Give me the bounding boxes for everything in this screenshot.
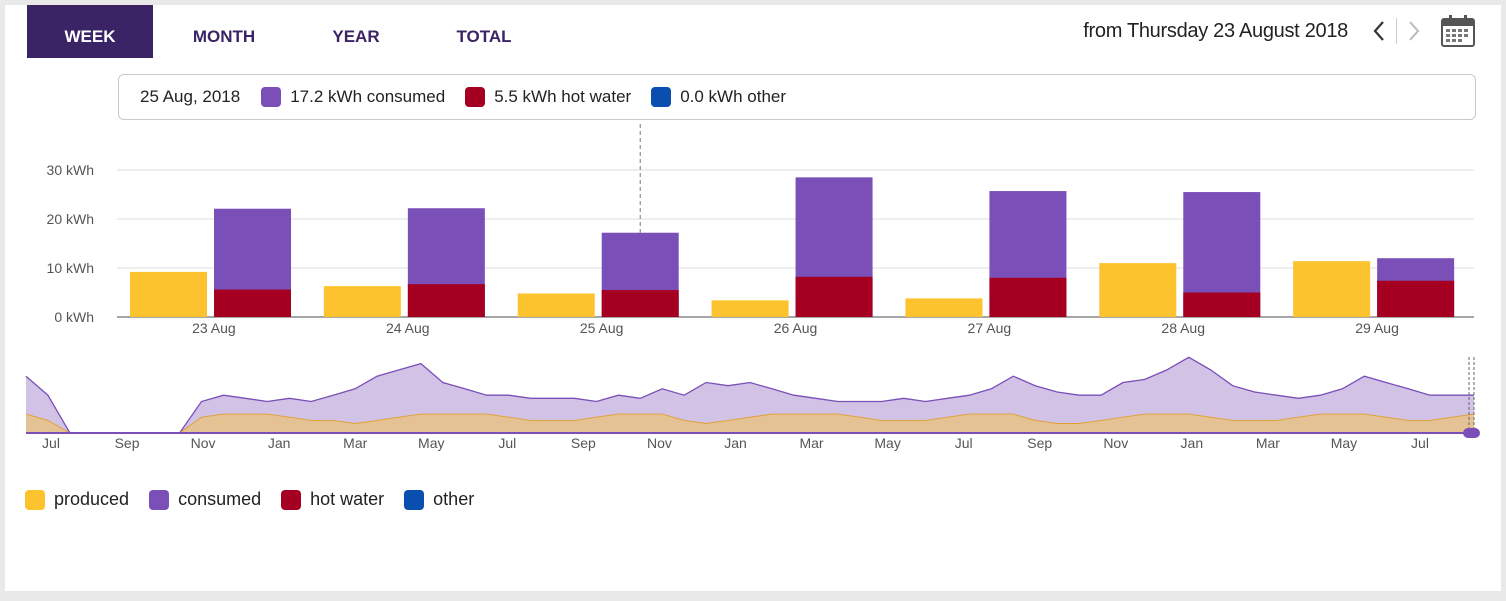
date-navigation: from Thursday 23 August 2018 bbox=[1083, 11, 1475, 51]
navigator-tick-label: Jul bbox=[955, 435, 973, 451]
produced-bar bbox=[323, 286, 401, 317]
calendar-icon[interactable] bbox=[1441, 15, 1475, 47]
chart-panel: WEEK MONTH YEAR TOTAL from Thursday 23 A… bbox=[5, 5, 1501, 591]
consumed-swatch bbox=[261, 87, 282, 107]
hot-water-bar bbox=[795, 276, 873, 317]
hot-water-bar bbox=[989, 277, 1067, 317]
tooltip-consumed-value: 17.2 kWh consumed bbox=[290, 87, 446, 106]
legend-hot-water[interactable]: hot water bbox=[281, 489, 384, 510]
navigator-tick-label: Sep bbox=[115, 435, 140, 451]
hot-water-bar bbox=[407, 284, 485, 317]
y-tick-label: 20 kWh bbox=[47, 211, 94, 227]
navigator-tick-label: Mar bbox=[799, 435, 823, 451]
x-tick-label: 29 Aug bbox=[1355, 320, 1399, 336]
legend-other[interactable]: other bbox=[404, 489, 474, 510]
legend-hot-water-label: hot water bbox=[310, 489, 385, 509]
x-tick-label: 25 Aug bbox=[580, 320, 624, 336]
legend-consumed-label: consumed bbox=[178, 489, 262, 509]
navigator-area-chart[interactable]: Jul Sep Nov Jan Mar May Jul Sep Nov Jan Mar May Jul S… bbox=[5, 347, 1501, 462]
navigator-tick-label: Jul bbox=[1411, 435, 1429, 451]
nav-divider bbox=[1396, 18, 1397, 44]
chevron-left-icon[interactable] bbox=[1368, 16, 1390, 46]
other-swatch bbox=[651, 87, 672, 107]
navigator-range-handle bbox=[1463, 428, 1480, 438]
navigator-tick-label: Jan bbox=[1181, 435, 1204, 451]
navigator-tick-label: Sep bbox=[571, 435, 596, 451]
navigator-tick-label: Mar bbox=[1256, 435, 1280, 451]
tooltip-consumed: 17.2 kWh consumed bbox=[261, 87, 445, 107]
hot-water-swatch bbox=[465, 87, 486, 107]
other-swatch bbox=[404, 489, 425, 510]
x-tick-label: 24 Aug bbox=[386, 320, 430, 336]
x-tick-label: 26 Aug bbox=[774, 320, 818, 336]
produced-line bbox=[25, 413, 1475, 434]
x-tick-label: 27 Aug bbox=[968, 320, 1012, 336]
y-tick-label: 30 kWh bbox=[47, 162, 94, 178]
produced-bar bbox=[130, 271, 207, 317]
period-start-label: from Thursday 23 August 2018 bbox=[1083, 19, 1348, 42]
hot-water-bar bbox=[1377, 280, 1455, 317]
x-tick-label: 23 Aug bbox=[192, 320, 236, 336]
hot-water-swatch bbox=[281, 489, 302, 510]
tab-year[interactable]: YEAR bbox=[332, 27, 380, 46]
chart-legend: produced consumed hot water other bbox=[25, 489, 494, 510]
period-tabs: WEEK MONTH YEAR TOTAL bbox=[27, 5, 551, 58]
consumed-area bbox=[26, 357, 1474, 433]
navigator-tick-label: May bbox=[418, 435, 444, 451]
hot-water-bar bbox=[214, 289, 291, 317]
daily-energy-bar-chart: 0 kWh 10 kWh 20 kWh 30 kWh 23 Aug 24 Aug 25 Au… bbox=[47, 124, 1474, 336]
produced-bar bbox=[517, 293, 595, 317]
produced-bar bbox=[711, 300, 789, 317]
consumed-line bbox=[25, 356, 1474, 434]
produced-bar bbox=[1099, 263, 1177, 317]
produced-bar bbox=[1293, 261, 1371, 317]
produced-swatch bbox=[25, 489, 45, 510]
navigator-tick-label: Mar bbox=[343, 435, 367, 451]
navigator-tick-label: Jul bbox=[498, 435, 516, 451]
y-tick-label: 10 kWh bbox=[47, 260, 94, 276]
navigator-tick-label: May bbox=[874, 435, 900, 451]
navigator-tick-label: Sep bbox=[1027, 435, 1052, 451]
navigator-tick-label: Jul bbox=[42, 435, 60, 451]
x-tick-label: 28 Aug bbox=[1161, 320, 1205, 336]
hot-water-bar bbox=[1183, 292, 1261, 317]
tab-month[interactable]: MONTH bbox=[192, 27, 256, 46]
produced-bar bbox=[905, 298, 983, 317]
legend-produced[interactable]: produced bbox=[25, 489, 129, 510]
navigator-tick-label: Nov bbox=[1103, 435, 1128, 451]
navigator-tick-label: Jan bbox=[268, 435, 291, 451]
hover-tooltip: 25 Aug, 2018 17.2 kWh consumed 5.5 kWh h… bbox=[118, 74, 1476, 120]
navigator-tick-label: May bbox=[1331, 435, 1357, 451]
consumed-swatch bbox=[149, 489, 170, 510]
y-tick-label: 0 kWh bbox=[54, 309, 94, 325]
legend-produced-label: produced bbox=[54, 489, 130, 509]
chevron-right-icon[interactable] bbox=[1403, 16, 1425, 46]
navigator-tick-label: Jan bbox=[724, 435, 747, 451]
tooltip-hot-water-value: 5.5 kWh hot water bbox=[494, 87, 632, 106]
navigator-tick-label: Nov bbox=[191, 435, 216, 451]
tooltip-other-value: 0.0 kWh other bbox=[680, 87, 787, 106]
tab-week[interactable]: WEEK bbox=[27, 5, 153, 58]
legend-other-label: other bbox=[433, 489, 475, 509]
legend-consumed[interactable]: consumed bbox=[149, 489, 261, 510]
tooltip-date: 25 Aug, 2018 bbox=[140, 87, 241, 106]
tooltip-hot-water: 5.5 kWh hot water bbox=[465, 87, 631, 107]
navigator-tick-label: Nov bbox=[647, 435, 672, 451]
tab-total[interactable]: TOTAL bbox=[456, 27, 512, 46]
tooltip-other: 0.0 kWh other bbox=[651, 87, 786, 107]
hot-water-bar bbox=[601, 290, 679, 317]
